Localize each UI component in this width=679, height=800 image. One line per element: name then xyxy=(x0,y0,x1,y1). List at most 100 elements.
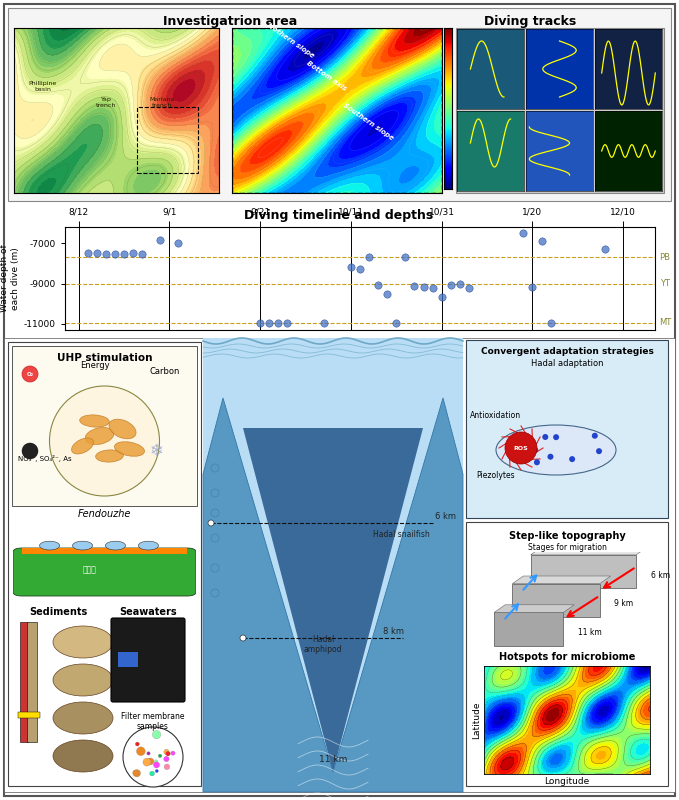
Circle shape xyxy=(166,751,170,756)
Circle shape xyxy=(543,434,548,440)
Text: NO₃⁻, SO₄²⁻, As: NO₃⁻, SO₄²⁻, As xyxy=(18,455,71,462)
Text: Piezolytes: Piezolytes xyxy=(477,471,515,480)
FancyBboxPatch shape xyxy=(7,518,202,570)
Circle shape xyxy=(105,541,126,550)
Ellipse shape xyxy=(53,664,113,696)
Circle shape xyxy=(592,433,598,438)
Bar xyxy=(530,555,636,589)
Bar xyxy=(513,584,600,618)
Circle shape xyxy=(155,770,158,773)
Circle shape xyxy=(123,727,183,787)
Point xyxy=(373,278,384,291)
Point xyxy=(92,247,103,260)
Text: 6 km: 6 km xyxy=(435,512,456,521)
Bar xyxy=(203,338,463,792)
Bar xyxy=(22,548,187,554)
Circle shape xyxy=(73,541,92,550)
Text: Phillipine
basin: Phillipine basin xyxy=(29,81,57,92)
Text: Hotspots for microbiome: Hotspots for microbiome xyxy=(499,652,635,662)
Bar xyxy=(137,107,198,174)
Text: Investigatrion area: Investigatrion area xyxy=(163,15,297,29)
Circle shape xyxy=(154,760,158,763)
Bar xyxy=(27,622,37,742)
Circle shape xyxy=(240,635,246,641)
Text: Step-like topography: Step-like topography xyxy=(509,531,625,541)
Text: 奋斗者: 奋斗者 xyxy=(83,565,96,574)
Point xyxy=(600,243,610,256)
Circle shape xyxy=(139,541,158,550)
Circle shape xyxy=(164,750,169,754)
Point xyxy=(128,247,139,260)
Circle shape xyxy=(22,443,38,459)
Text: Antioxidation: Antioxidation xyxy=(471,411,521,420)
Ellipse shape xyxy=(115,442,145,456)
Text: 11 km: 11 km xyxy=(319,755,347,764)
Circle shape xyxy=(553,434,559,440)
Circle shape xyxy=(596,448,602,454)
Polygon shape xyxy=(494,605,574,613)
Point xyxy=(318,317,329,330)
Bar xyxy=(494,613,564,646)
Point xyxy=(282,317,293,330)
FancyBboxPatch shape xyxy=(111,618,185,702)
Y-axis label: Latitude: Latitude xyxy=(472,702,481,738)
Ellipse shape xyxy=(109,419,136,439)
Point xyxy=(391,317,402,330)
Point xyxy=(400,251,411,264)
Circle shape xyxy=(171,751,175,755)
Polygon shape xyxy=(203,398,463,792)
Point xyxy=(536,234,547,247)
Circle shape xyxy=(153,762,160,768)
Bar xyxy=(8,8,671,201)
Text: Nothern slope: Nothern slope xyxy=(266,22,315,58)
Text: Filter membrane
samples: Filter membrane samples xyxy=(122,712,185,731)
Circle shape xyxy=(136,747,145,756)
X-axis label: Longitude: Longitude xyxy=(545,777,589,786)
Circle shape xyxy=(569,456,575,462)
Text: 9 km: 9 km xyxy=(614,599,634,608)
Text: 11 km: 11 km xyxy=(578,628,602,637)
Bar xyxy=(456,28,664,193)
Ellipse shape xyxy=(53,626,113,658)
Circle shape xyxy=(50,386,160,496)
Ellipse shape xyxy=(53,740,113,772)
Text: ❄: ❄ xyxy=(149,442,164,460)
Point xyxy=(437,290,447,303)
Text: Hadal adaptation: Hadal adaptation xyxy=(531,359,603,369)
Bar xyxy=(118,652,138,667)
Circle shape xyxy=(132,770,139,776)
Ellipse shape xyxy=(96,450,124,462)
Text: Bottom axis: Bottom axis xyxy=(306,60,348,92)
Point xyxy=(427,281,438,294)
Point xyxy=(454,277,465,290)
Circle shape xyxy=(532,447,538,453)
Circle shape xyxy=(39,541,60,550)
Point xyxy=(173,237,184,250)
Point xyxy=(418,280,429,293)
Y-axis label: Water depth of
each dive (m): Water depth of each dive (m) xyxy=(1,245,20,312)
Circle shape xyxy=(22,366,38,382)
Text: Diving timeline and depths: Diving timeline and depths xyxy=(244,209,434,222)
Circle shape xyxy=(147,758,154,765)
Text: Fendouzhe: Fendouzhe xyxy=(78,509,131,519)
Text: Convergent adaptation strategies: Convergent adaptation strategies xyxy=(481,347,653,357)
Text: YT: YT xyxy=(659,279,669,288)
Text: Diving tracks: Diving tracks xyxy=(484,15,576,29)
Ellipse shape xyxy=(496,425,616,475)
Circle shape xyxy=(158,754,162,758)
Point xyxy=(354,263,365,276)
Text: 6 km: 6 km xyxy=(650,570,670,579)
Point xyxy=(364,251,375,264)
Point xyxy=(136,248,147,261)
Text: Southern slope: Southern slope xyxy=(342,102,394,141)
Circle shape xyxy=(534,459,540,466)
FancyBboxPatch shape xyxy=(13,548,196,596)
Circle shape xyxy=(147,752,150,755)
Point xyxy=(518,226,529,239)
Text: O₂: O₂ xyxy=(26,371,33,377)
Text: 8 km: 8 km xyxy=(383,627,404,636)
Point xyxy=(527,280,538,293)
Bar xyxy=(18,712,40,718)
Circle shape xyxy=(135,742,139,746)
Bar xyxy=(20,622,28,742)
